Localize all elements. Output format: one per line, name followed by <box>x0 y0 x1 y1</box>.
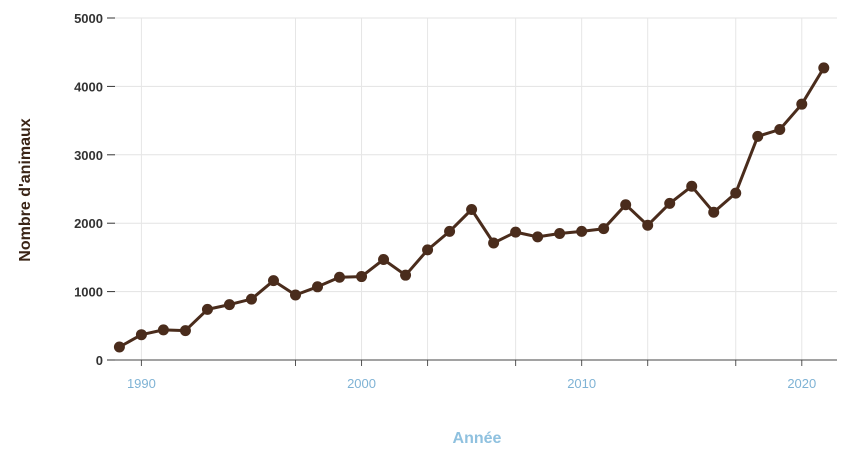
data-point <box>290 289 301 301</box>
data-point <box>796 98 808 110</box>
data-point <box>466 204 478 216</box>
data-point <box>356 271 368 283</box>
y-axis-ticks: 0 1000 2000 3000 4000 5000 <box>74 11 115 368</box>
data-point <box>598 223 610 235</box>
y-tick-label: 3000 <box>74 148 103 163</box>
grid-lines <box>115 17 837 360</box>
data-point <box>554 227 566 239</box>
data-point <box>201 303 213 315</box>
data-point <box>444 225 456 237</box>
x-tick-label: 1990 <box>127 376 156 391</box>
data-point <box>774 123 786 135</box>
data-points <box>113 62 830 353</box>
data-point <box>620 199 632 211</box>
data-point <box>245 293 257 305</box>
data-point <box>752 130 764 142</box>
data-point <box>312 281 324 293</box>
data-point <box>510 226 522 238</box>
data-point <box>113 341 125 353</box>
data-point <box>334 271 346 283</box>
data-point <box>267 275 279 287</box>
data-point <box>532 231 544 243</box>
y-tick-label: 0 <box>96 353 103 368</box>
x-axis-ticks: 1990 2000 2010 2020 <box>127 360 816 391</box>
data-point <box>818 62 830 74</box>
y-axis-label: Nombre d'animaux <box>17 118 34 261</box>
data-point <box>157 324 169 336</box>
data-point <box>422 244 434 256</box>
x-axis-label: Année <box>453 430 502 447</box>
y-tick-label: 5000 <box>74 11 103 26</box>
y-tick-label: 4000 <box>74 79 103 94</box>
data-point <box>179 325 191 337</box>
data-point <box>223 299 235 311</box>
data-point <box>730 187 742 199</box>
data-point <box>135 329 147 341</box>
data-point <box>576 225 588 237</box>
data-point <box>400 269 412 281</box>
x-tick-label: 2000 <box>347 376 376 391</box>
data-point <box>378 253 390 265</box>
y-tick-label: 1000 <box>74 285 103 300</box>
data-point <box>664 197 676 209</box>
data-point <box>708 206 720 218</box>
y-tick-label: 2000 <box>74 216 103 231</box>
x-tick-label: 2010 <box>567 376 596 391</box>
data-point <box>686 180 698 192</box>
data-point <box>642 219 654 231</box>
data-point <box>488 237 500 249</box>
x-tick-label: 2020 <box>787 376 816 391</box>
